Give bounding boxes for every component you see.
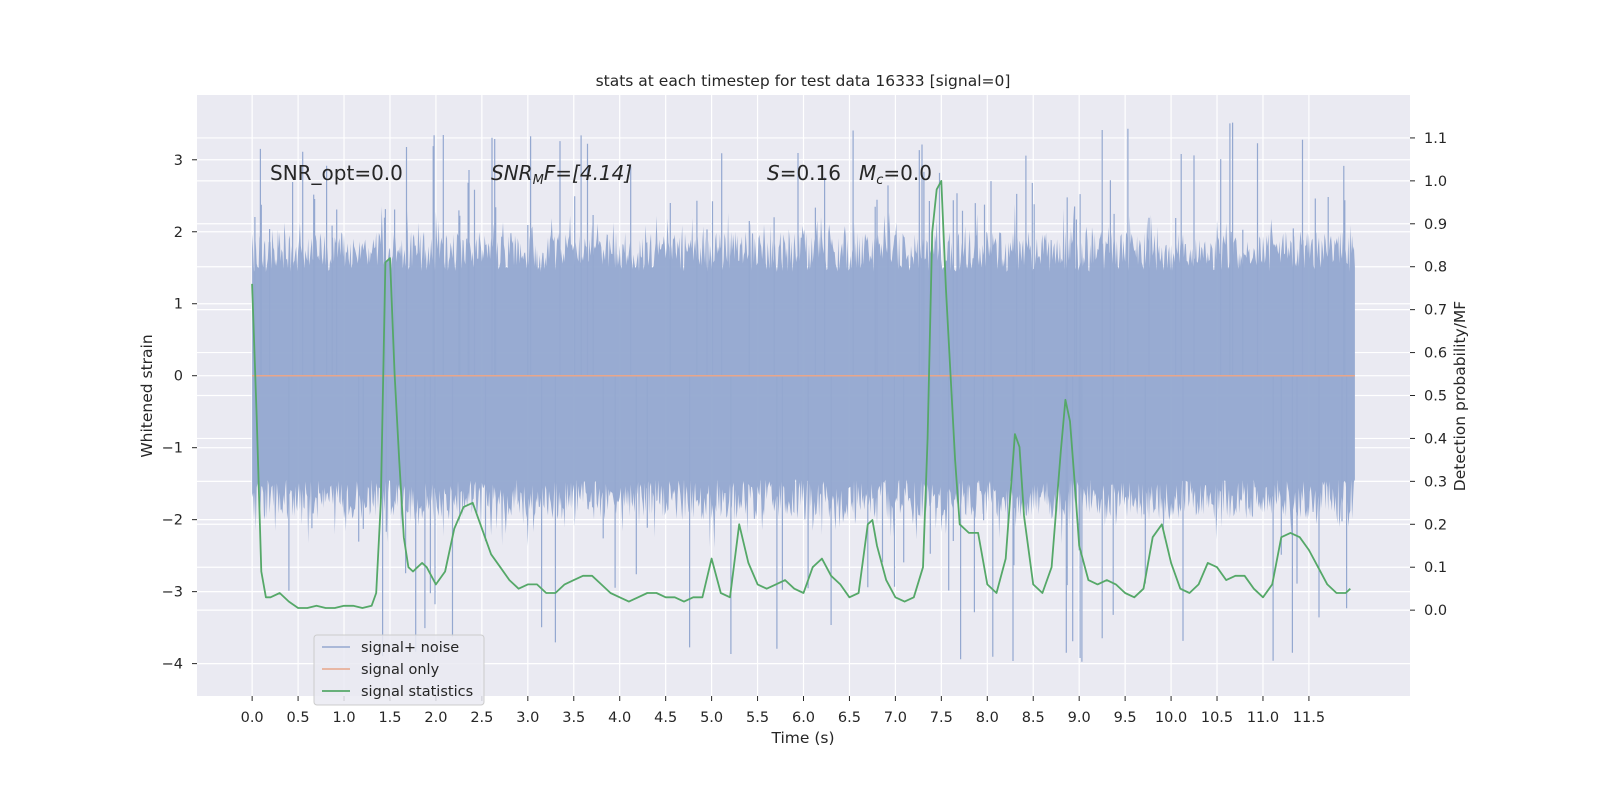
y-right-tick-label: 0.6 xyxy=(1424,346,1447,362)
x-tick-label: 7.0 xyxy=(884,710,907,726)
x-tick-label: 5.5 xyxy=(746,710,769,726)
y-tick-label: −2 xyxy=(162,513,183,529)
y-right-tick-label: 0.8 xyxy=(1424,260,1447,276)
legend-box xyxy=(313,634,485,706)
x-tick-label: 9.5 xyxy=(1114,710,1137,726)
y-tick-label: −4 xyxy=(162,657,183,673)
y-right-tick-label: 0.5 xyxy=(1424,389,1447,405)
x-tick-label: 8.0 xyxy=(976,710,999,726)
x-tick-label: 10.5 xyxy=(1201,710,1233,726)
legend-label-signal-only: signal only xyxy=(361,662,440,678)
x-tick-label: 5.0 xyxy=(700,710,723,726)
y-tick-label: −3 xyxy=(162,585,183,601)
y-tick-label: 2 xyxy=(174,225,183,241)
x-tick-label: 6.5 xyxy=(838,710,861,726)
y-right-tick-label: 0.3 xyxy=(1424,474,1447,490)
x-tick-label: 3.0 xyxy=(516,710,539,726)
y-axis-right-label: Detection probability/MF xyxy=(1451,301,1469,492)
x-tick-label: 0.0 xyxy=(241,710,264,726)
x-tick-label: 1.0 xyxy=(332,710,355,726)
annotation-s: S=0.16 xyxy=(767,161,841,185)
x-tick-label: 11.5 xyxy=(1293,710,1325,726)
legend-label-signal-statistics: signal statistics xyxy=(361,684,473,700)
y-tick-label: 1 xyxy=(174,297,183,313)
y-axis-right-ticks: 1.1 1.0 0.9 0.8 0.7 0.6 0.5 0.4 0.3 0.2 0.1 0.0 xyxy=(1410,131,1447,619)
series-signal-noise-spikes xyxy=(254,122,1348,662)
x-tick-label: 2.5 xyxy=(470,710,493,726)
y-right-tick-label: 1.0 xyxy=(1424,174,1447,190)
x-tick-label: 11.0 xyxy=(1247,710,1279,726)
y-tick-label: 3 xyxy=(174,153,183,169)
annotation-snr-mf: SNRMF=[4.14] xyxy=(491,161,632,188)
x-tick-label: 3.5 xyxy=(562,710,585,726)
chart-title: stats at each timestep for test data 163… xyxy=(596,72,1011,90)
series-signal-statistics-line xyxy=(251,180,1351,609)
y-axis-left-ticks: 3 2 1 0 −1 −2 −3 −4 xyxy=(162,153,197,673)
x-tick-label: 1.5 xyxy=(378,710,401,726)
legend-label-signal-noise: signal+ noise xyxy=(361,640,459,656)
x-tick-label: 9.0 xyxy=(1068,710,1091,726)
x-axis-ticks: 0.0 0.5 1.0 1.5 2.0 2.5 3.0 3.5 4.0 4.5 5.0 5.5 6.0 6… xyxy=(241,696,1325,726)
x-tick-label: 6.0 xyxy=(792,710,815,726)
y-tick-label: −1 xyxy=(162,441,183,457)
annotation-mc: Mc=0.0 xyxy=(859,161,932,188)
y-tick-label: 0 xyxy=(174,369,183,385)
y-axis-left-label: Whitened strain xyxy=(138,334,156,457)
x-tick-label: 8.5 xyxy=(1022,710,1045,726)
y-right-tick-label: 0.1 xyxy=(1424,560,1447,576)
y-right-tick-label: 0.4 xyxy=(1424,431,1447,447)
y-right-tick-label: 0.7 xyxy=(1424,303,1447,319)
x-axis-label: Time (s) xyxy=(770,729,834,747)
y-right-tick-label: 0.9 xyxy=(1424,217,1447,233)
annotations: SNR_opt=0.0 SNRMF=[4.14] S=0.16 Mc=0.0 xyxy=(270,161,932,188)
x-tick-label: 2.0 xyxy=(424,710,447,726)
x-tick-label: 10.0 xyxy=(1155,710,1187,726)
legend: signal+ noise signal only signal statist… xyxy=(313,634,485,706)
x-tick-label: 4.0 xyxy=(608,710,631,726)
x-tick-label: 7.5 xyxy=(930,710,953,726)
x-tick-label: 0.5 xyxy=(287,710,310,726)
x-tick-label: 4.5 xyxy=(654,710,677,726)
annotation-snr-opt: SNR_opt=0.0 xyxy=(270,161,403,185)
y-right-tick-label: 1.1 xyxy=(1424,131,1447,147)
y-right-tick-label: 0.2 xyxy=(1424,517,1447,533)
y-right-tick-label: 0.0 xyxy=(1424,603,1447,619)
